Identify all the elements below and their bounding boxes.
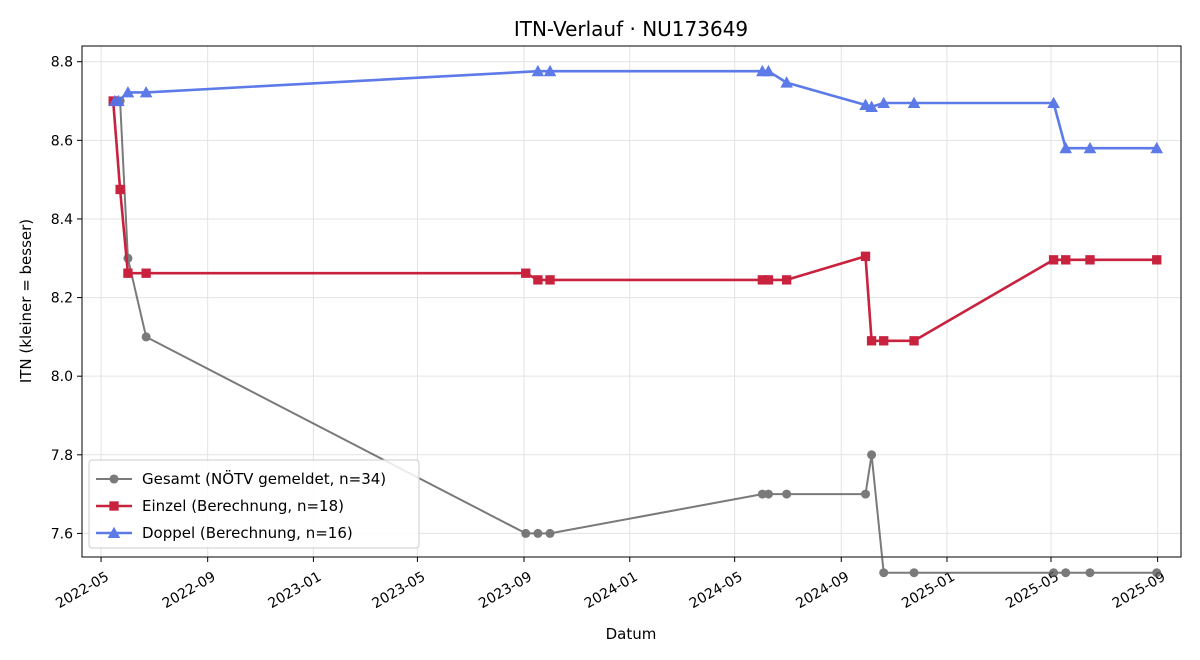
data-point <box>867 450 877 460</box>
data-point <box>781 275 792 285</box>
legend-item <box>96 526 132 539</box>
data-point <box>780 76 793 88</box>
data-point <box>109 474 119 484</box>
y-tick-label: 8.4 <box>51 212 73 228</box>
data-point <box>141 268 151 278</box>
data-point <box>107 526 121 539</box>
legend-item <box>96 501 132 511</box>
x-tick-label: 2023-05 <box>370 569 429 612</box>
series-3 <box>108 64 1164 154</box>
data-point <box>1047 96 1060 109</box>
data-point <box>879 568 889 578</box>
data-point <box>141 332 151 342</box>
y-axis-title: ITN (kleiner = besser) <box>17 219 35 383</box>
data-point <box>757 275 768 285</box>
data-point <box>909 568 919 578</box>
x-tick-label: 2024-05 <box>687 569 746 612</box>
x-tick-label: 2024-01 <box>582 569 641 612</box>
data-point <box>1059 141 1073 154</box>
data-point <box>1152 255 1162 265</box>
data-point <box>877 96 891 109</box>
data-point <box>865 100 878 112</box>
legend-label: Einzel (Berechnung, n=18) <box>142 497 344 515</box>
data-point <box>543 64 557 77</box>
data-point <box>763 275 774 285</box>
data-point <box>861 489 871 499</box>
plot-area <box>81 45 1182 558</box>
x-tick-label: 2024-09 <box>793 569 852 612</box>
data-point <box>545 275 555 285</box>
legend-box <box>88 459 420 549</box>
legend-label: Doppel (Berechnung, n=16) <box>142 524 353 542</box>
data-point <box>1152 568 1162 578</box>
y-tick-label: 8.0 <box>51 369 73 385</box>
data-point <box>1061 255 1071 265</box>
x-tick-label: 2025-01 <box>899 569 958 612</box>
y-tick-label: 7.6 <box>51 526 73 542</box>
data-point <box>763 489 773 499</box>
data-point <box>909 336 919 346</box>
data-point <box>866 336 877 346</box>
data-point <box>533 528 543 538</box>
series-line <box>114 69 1157 150</box>
y-axis: 7.6 7.8 8.0 8.2 8.4 8.6 8.8 <box>51 55 82 542</box>
data-point <box>1085 255 1095 265</box>
x-tick-label: 2022-09 <box>160 569 219 612</box>
data-point <box>860 251 871 261</box>
data-point <box>1049 568 1059 578</box>
data-point <box>115 184 125 195</box>
data-point <box>1061 568 1071 578</box>
legend-label: Gesamt (NÖTV gemeldet, n=34) <box>142 469 386 488</box>
x-axis: 2022-05 2022-09 2023-01 2023-05 2023-09 2024-… <box>53 557 1168 612</box>
chart-title: ITN-Verlauf · NU173649 <box>514 17 748 41</box>
data-point <box>879 336 889 346</box>
y-tick-label: 7.8 <box>51 448 73 464</box>
data-point <box>121 86 135 98</box>
series-line <box>111 100 1157 343</box>
x-axis-title: Datum <box>606 625 657 643</box>
y-tick-label: 8.2 <box>51 291 73 307</box>
series-2 <box>108 96 1162 346</box>
data-point <box>907 96 921 109</box>
data-point <box>762 64 775 77</box>
legend: Gesamt (NÖTV gemeldet, n=34) Einzel (Bere… <box>88 459 420 549</box>
data-point <box>123 268 133 278</box>
x-tick-label: 2023-01 <box>266 569 325 612</box>
data-point <box>782 489 792 499</box>
data-point <box>521 268 531 278</box>
legend-item <box>96 474 132 484</box>
y-tick-label: 8.8 <box>51 55 73 71</box>
data-point <box>1150 141 1164 154</box>
data-point <box>109 501 119 511</box>
data-point <box>533 275 543 285</box>
data-point <box>531 64 545 77</box>
data-point <box>545 528 555 538</box>
y-tick-label: 8.6 <box>51 133 73 149</box>
x-tick-label: 2022-05 <box>53 569 112 612</box>
data-point <box>112 94 125 107</box>
data-point <box>1048 255 1059 265</box>
series-layer <box>108 64 1164 578</box>
x-tick-label: 2023-09 <box>476 569 535 612</box>
data-point <box>521 528 531 538</box>
data-point <box>139 86 153 98</box>
data-point <box>1083 141 1097 154</box>
data-point <box>1085 568 1095 578</box>
